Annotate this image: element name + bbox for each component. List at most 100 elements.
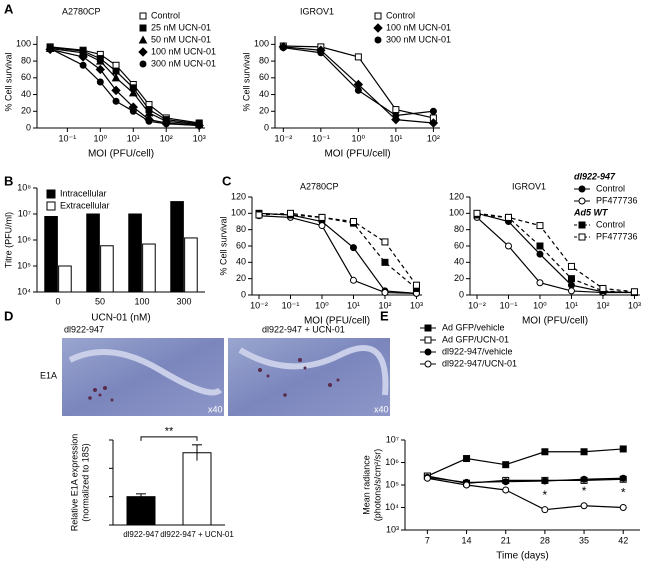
panel-label: A [4, 1, 14, 16]
x-tick-label: 35 [579, 535, 589, 545]
marker [536, 279, 544, 287]
legend-title: dl922-947 [574, 171, 616, 181]
marker [578, 233, 586, 241]
legend-label: PF477736 [596, 231, 638, 241]
series-line [427, 476, 624, 484]
marker [424, 324, 432, 332]
bar [182, 452, 212, 526]
bar [128, 213, 142, 293]
marker [112, 97, 120, 105]
y-tick-label: 20 [236, 273, 246, 283]
legend-label: 100 nM UCN-01 [386, 22, 451, 32]
marker [630, 288, 638, 296]
x-axis-label: MOI (PFU/cell) [304, 316, 370, 327]
y-tick-label: 40 [259, 89, 269, 99]
y-tick-label: 40 [454, 257, 464, 267]
x-tick-label: 10⁰ [352, 133, 366, 143]
x-tick-label: 50 [95, 296, 105, 306]
marker [567, 281, 575, 289]
marker [536, 222, 544, 230]
y-tick-label: 100 [231, 208, 246, 218]
x-tick-label: 10⁻² [250, 300, 268, 310]
marker [318, 222, 326, 230]
legend-label: dl922-947/UCN-01 [442, 358, 517, 368]
marker [286, 209, 294, 217]
marker [578, 221, 586, 229]
tissue-texture [68, 349, 223, 396]
marker [392, 111, 400, 119]
marker [580, 475, 588, 483]
legend-label: 300 nM UCN-01 [151, 58, 216, 68]
x-tick-label: 7 [425, 535, 430, 545]
marker [473, 209, 481, 217]
y-tick-label: 10⁴ [17, 286, 31, 296]
legend-label: dl922-947/vehicle [442, 346, 513, 356]
y-tick-label: 10⁵ [17, 260, 31, 270]
y-tick-label: 10⁶ [385, 457, 399, 467]
y-tick-label: 0 [264, 122, 269, 132]
x-tick-label: 10⁻² [468, 300, 486, 310]
bar [58, 265, 72, 293]
x-tick-label: 28 [540, 535, 550, 545]
series-line [258, 215, 417, 294]
marker [578, 185, 586, 193]
chart-title: A2780CP [62, 6, 101, 16]
image-label: dl922-947 + UCN-01 [262, 324, 345, 334]
chart-title: IGROV1 [512, 181, 546, 191]
marker [428, 118, 439, 128]
marker [619, 504, 627, 511]
marker [502, 486, 510, 494]
histology-images [62, 338, 390, 416]
legend-label: 50 nM UCN-01 [151, 34, 211, 44]
x-tick-label: 10¹ [127, 133, 140, 143]
marker [139, 12, 147, 20]
bar [142, 243, 156, 293]
marker [504, 242, 512, 250]
bar [100, 245, 114, 293]
bar [44, 216, 58, 293]
marker [392, 106, 400, 114]
marker [567, 275, 575, 283]
x-tick-label: 10⁰ [533, 300, 547, 310]
y-tick-label: 0 [241, 289, 246, 299]
x-tick-label: 42 [618, 535, 628, 545]
legend-title: Ad5 WT [573, 207, 609, 217]
y-tick-label: 10⁷ [18, 208, 31, 218]
marker [423, 474, 431, 482]
legend-label: PF477736 [596, 195, 638, 205]
y-tick-label: 60 [236, 240, 246, 250]
marker [354, 86, 362, 94]
marker [567, 287, 575, 295]
x-tick-label: 10¹ [389, 133, 402, 143]
y-axis-label: (normalized to 18S) [80, 443, 90, 522]
marker [541, 506, 549, 514]
y-axis-label: % Cell survival [241, 52, 251, 111]
x-tick-label: 10⁰ [93, 133, 107, 143]
marker [349, 244, 357, 252]
panel-label: B [4, 173, 13, 188]
x-tick-label: 10⁻¹ [500, 300, 518, 310]
marker [424, 348, 432, 356]
y-axis-label: % Cell survival [218, 216, 228, 275]
y-tick-label: 10⁷ [386, 434, 399, 444]
y-axis-label: Titre (PFU/ml) [3, 212, 13, 268]
marker [318, 213, 326, 221]
legend-label: 25 nM UCN-01 [151, 22, 211, 32]
y-tick-label: 10⁵ [385, 479, 399, 489]
marker [354, 53, 362, 61]
annotation: * [543, 488, 548, 502]
marker [139, 60, 147, 68]
series-line [258, 212, 417, 294]
legend-label: Intracellular [60, 188, 107, 198]
marker [567, 262, 575, 270]
bar [184, 237, 198, 293]
x-axis-label: Time (days) [496, 551, 548, 562]
legend-swatch [46, 189, 56, 199]
marker [502, 478, 510, 486]
y-axis-label: (photons/s/cm²/sr) [372, 449, 382, 522]
marker [429, 107, 437, 115]
image-row-label: E1A [40, 370, 57, 380]
y-axis-label: Mean radiance [361, 455, 371, 515]
series-line [258, 212, 417, 286]
